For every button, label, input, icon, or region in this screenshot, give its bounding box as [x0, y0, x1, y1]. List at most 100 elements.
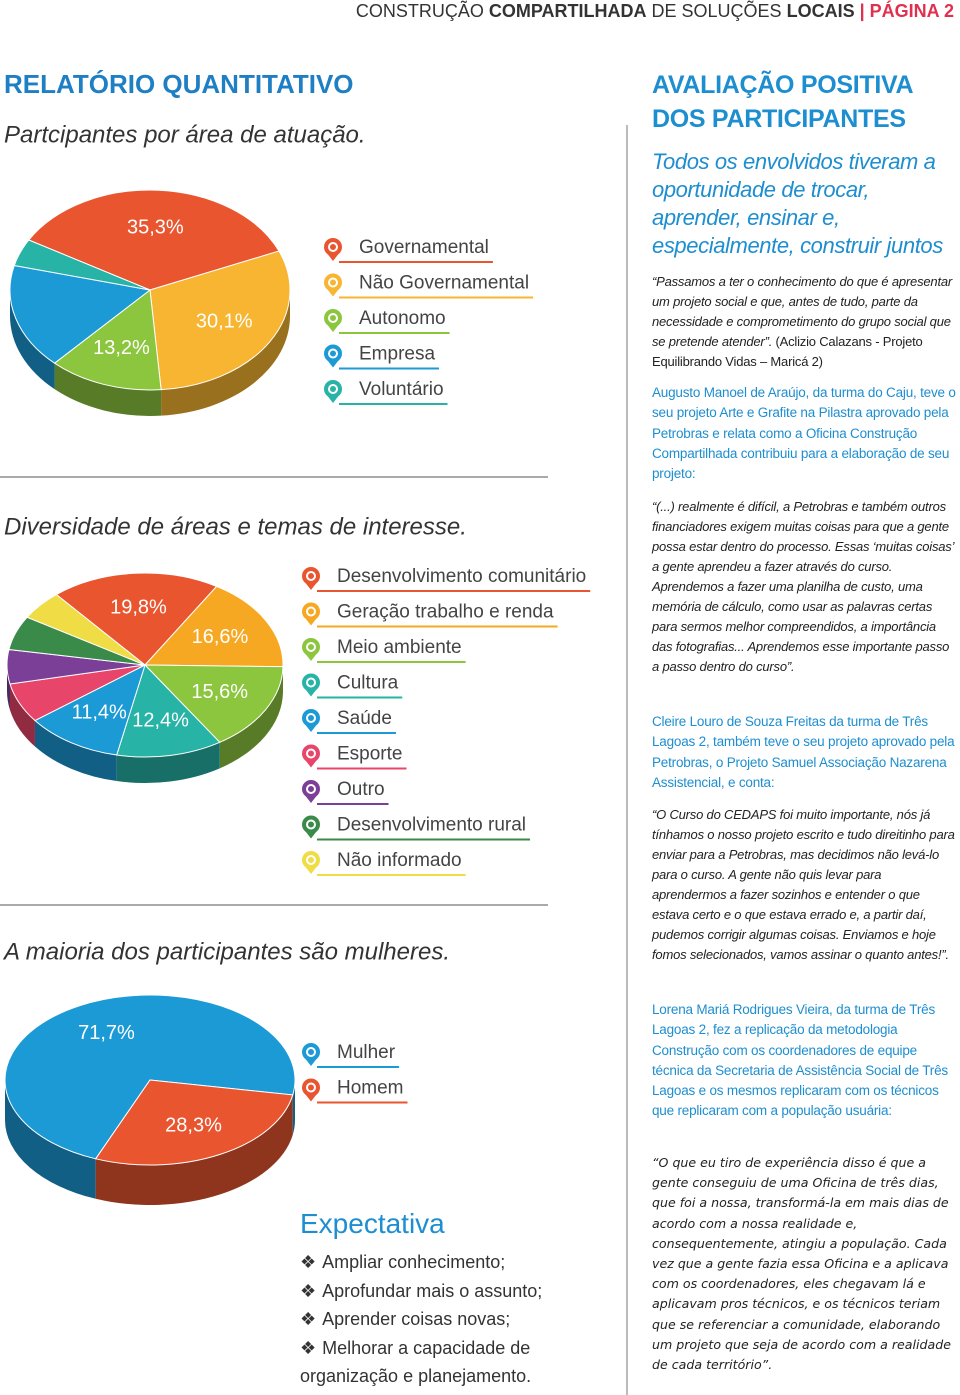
- legend-marker: [302, 1078, 320, 1097]
- slice-side: [9, 684, 35, 747]
- legend-label: Meio ambiente: [337, 637, 462, 658]
- header-part: LOCAIS: [786, 1, 855, 21]
- header-part: COMPARTILHADA: [488, 1, 647, 21]
- legend-marker: [306, 748, 316, 759]
- value-label: 13,2%: [93, 337, 150, 359]
- legend-marker: [302, 638, 320, 656]
- legend-label: Saúde: [337, 708, 392, 729]
- legend-marker: [306, 855, 316, 865]
- value-label: 11,4%: [72, 701, 127, 723]
- attribution: (Aclizio Calazans - Projeto Equilibrando…: [652, 334, 923, 369]
- legend-label: Mulher: [337, 1042, 396, 1063]
- quote-text: “Passamos a ter o conhecimento do que é …: [652, 274, 953, 349]
- legend-marker: [324, 309, 342, 327]
- legend-label: Empresa: [359, 344, 435, 365]
- expectativa-item: Melhorar a capacidade de organização e p…: [300, 1334, 600, 1391]
- legend-marker: [324, 238, 342, 256]
- legend-label: Cultura: [337, 673, 399, 694]
- value-label: 12,4%: [132, 709, 189, 731]
- slice: [55, 572, 218, 666]
- legend-label: Desenvolvimento comunitário: [337, 566, 586, 587]
- slice: [94, 1079, 294, 1166]
- legend-marker: [306, 1047, 316, 1057]
- legend-marker: [306, 819, 316, 830]
- legend-marker: [306, 1082, 316, 1093]
- value-label: 35,3%: [127, 216, 184, 238]
- legend-marker: [324, 380, 342, 398]
- slice: [9, 264, 152, 364]
- legend-marker: [302, 673, 320, 692]
- expectativa: Expectativa Ampliar conhecimento;Aprofun…: [300, 1208, 600, 1391]
- quote: “Passamos a ter o conhecimento do que é …: [652, 272, 957, 372]
- legend-label: Desenvolvimento rural: [337, 815, 526, 836]
- header-part: CONSTRUÇÃO: [355, 1, 484, 21]
- legend-label: Governamental: [359, 237, 489, 258]
- slice-side: [116, 742, 220, 784]
- legend-marker: [306, 713, 316, 723]
- legend-marker: [302, 780, 320, 798]
- slice-side: [10, 290, 55, 390]
- slice-side: [219, 666, 283, 769]
- legend-marker: [302, 851, 320, 869]
- value-label: 30,1%: [196, 310, 253, 332]
- legend-marker: [324, 273, 342, 292]
- legend-label: Voluntário: [359, 379, 444, 400]
- chart-title: Diversidade de áreas e temas de interess…: [4, 513, 467, 540]
- value-label: 28,3%: [165, 1114, 222, 1136]
- slice: [53, 289, 162, 391]
- slice: [4, 994, 296, 1160]
- legend-marker: [306, 784, 316, 794]
- expectativa-title: Expectativa: [300, 1208, 445, 1239]
- legend-label: Homem: [337, 1078, 404, 1099]
- chart-title: A maioria dos participantes são mulheres…: [2, 938, 450, 965]
- legend-marker: [328, 242, 338, 252]
- slice-side: [4, 1080, 96, 1199]
- slice: [26, 593, 146, 666]
- header-part: DE SOLUÇÕES: [651, 1, 782, 21]
- slice: [34, 664, 146, 756]
- legend-marker: [302, 602, 320, 621]
- quote: “O que eu tiro de experiência disso é qu…: [652, 1155, 951, 1373]
- slice-side: [95, 1094, 293, 1205]
- intro: Augusto Manoel de Araújo, da turma do Ca…: [652, 385, 956, 482]
- slice: [13, 239, 151, 291]
- value-label: 19,8%: [110, 596, 167, 618]
- legend-label: Esporte: [337, 744, 402, 765]
- legend-label: Autonomo: [359, 308, 446, 329]
- legend-label: Não informado: [337, 850, 462, 871]
- slice: [27, 189, 280, 291]
- right-title: AVALIAÇÃO POSITIVA DOS PARTICIPANTES: [652, 71, 913, 133]
- intro: Cleire Louro de Souza Freitas da turma d…: [652, 714, 955, 790]
- slice-side: [54, 363, 162, 417]
- header-part: |: [859, 1, 865, 21]
- quote: “(...) realmente é difícil, a Petrobras …: [652, 499, 954, 674]
- value-label: 71,7%: [78, 1022, 135, 1044]
- header-part: PÁGINA 2: [869, 1, 954, 21]
- legend-marker: [328, 348, 338, 359]
- legend-marker: [306, 606, 316, 617]
- section-title: RELATÓRIO QUANTITATIVO: [4, 69, 354, 99]
- legend-marker: [328, 384, 338, 394]
- slice-side: [161, 290, 290, 416]
- legend-label: Não Governamental: [359, 273, 529, 294]
- legend-marker: [306, 642, 316, 652]
- slice: [143, 585, 284, 668]
- legend-marker: [302, 567, 320, 585]
- value-label: 15,6%: [191, 681, 248, 703]
- expectativa-item: Ampliar conhecimento;: [300, 1248, 600, 1277]
- legend-marker: [302, 815, 320, 834]
- value-label: 16,6%: [192, 626, 249, 648]
- legend-marker: [302, 1043, 320, 1061]
- slice: [149, 250, 291, 391]
- chart-title: Partcipantes por área de atuação.: [4, 121, 366, 148]
- legend-marker: [302, 744, 320, 763]
- expectativa-item: Aprofundar mais o assunto;: [300, 1277, 600, 1306]
- legend-marker: [328, 313, 338, 323]
- legend-marker: [306, 571, 316, 581]
- expectativa-list: Ampliar conhecimento;Aprofundar mais o a…: [300, 1248, 600, 1391]
- page-header: CONSTRUÇÃO COMPARTILHADA DE SOLUÇÕES LOCAIS…: [351, 1, 954, 22]
- right-subtitle: Todos os envolvidos tiveram a oportunida…: [652, 149, 943, 258]
- expectativa-item: Aprender coisas novas;: [300, 1305, 600, 1334]
